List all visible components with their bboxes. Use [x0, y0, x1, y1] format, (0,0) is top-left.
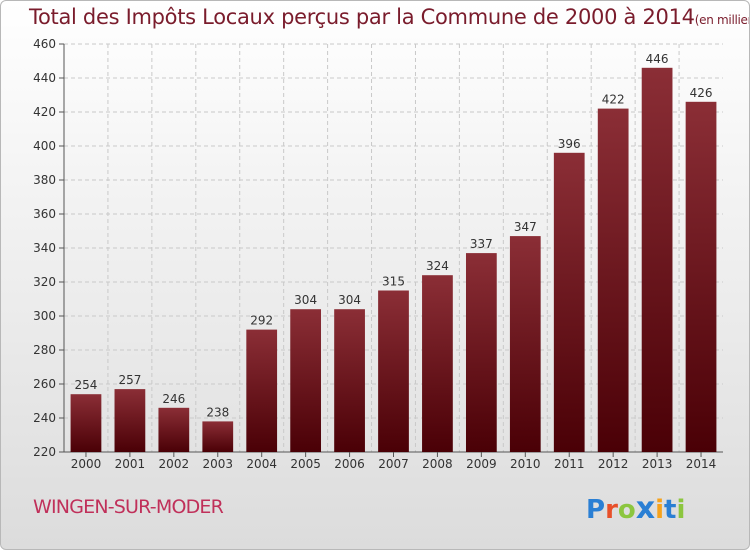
x-tick-label: 2010: [510, 457, 541, 471]
x-tick-label: 2009: [466, 457, 497, 471]
y-tick-labels: 220 240 260 280 300 320 340 360 380 400 420 440 460: [33, 37, 56, 459]
x-tick-label: 2000: [71, 457, 102, 471]
bar-2008: [422, 275, 453, 452]
bar-2004: [246, 329, 278, 452]
x-tick-label: 2011: [554, 457, 585, 471]
x-tick-label: 2003: [202, 457, 233, 471]
x-tick-label: 2007: [378, 457, 409, 471]
bar-2011: [553, 152, 585, 453]
bar-2007: [378, 290, 409, 452]
y-tick-label: 220: [33, 445, 56, 459]
y-tick-label: 380: [33, 173, 56, 187]
data-label: 315: [382, 275, 405, 289]
x-tick-label: 2004: [246, 457, 277, 471]
bar-2009: [465, 253, 497, 452]
data-label: 238: [206, 405, 229, 419]
x-tick-label: 2013: [642, 457, 673, 471]
x-tick-label: 2006: [334, 457, 365, 471]
data-labels: 254 257 246 238 292 304 304 315 324 337 347 396 422 4…: [75, 52, 713, 420]
logo-letter: P: [586, 495, 606, 525]
chart-title: Total des Impôts Locaux perçus par la Co…: [29, 5, 749, 29]
y-tick-label: 400: [33, 139, 56, 153]
y-tick-label: 440: [33, 71, 56, 85]
y-tick-label: 460: [33, 37, 56, 51]
bar-2013: [641, 67, 673, 453]
logo-letter: t: [664, 495, 677, 525]
data-label: 396: [558, 137, 581, 151]
proxiti-logo: Proxiti: [586, 491, 685, 526]
x-tick-label: 2008: [422, 457, 453, 471]
y-tick-label: 280: [33, 343, 56, 357]
y-tick-label: 420: [33, 105, 56, 119]
data-label: 337: [470, 237, 493, 251]
logo-letter: o: [617, 495, 636, 525]
x-tick-label: 2014: [686, 457, 717, 471]
data-label: 324: [426, 259, 449, 273]
data-label: 422: [602, 93, 625, 107]
logo-letter: r: [605, 495, 618, 525]
y-tick-label: 340: [33, 241, 56, 255]
logo-letter: x: [635, 491, 656, 526]
bar-2010: [509, 236, 541, 452]
x-tick-label: 2005: [290, 457, 321, 471]
data-label: 292: [250, 314, 273, 328]
data-label: 446: [646, 52, 669, 66]
bar-2000: [70, 394, 102, 452]
y-tick-label: 320: [33, 275, 56, 289]
y-tick-label: 260: [33, 377, 56, 391]
data-label: 304: [338, 293, 361, 307]
chart-title-unit: (en milliers d'€): [694, 13, 749, 27]
data-label: 246: [162, 392, 185, 406]
commune-name: WINGEN-SUR-MODER: [33, 496, 224, 518]
x-tick-labels: 2000 2001 2002 2003 2004 2005 2006 2007 2008 2009…: [71, 457, 717, 471]
data-label: 254: [75, 378, 98, 392]
bar-2001: [114, 389, 146, 452]
bars: [70, 67, 717, 453]
data-label: 257: [118, 373, 141, 387]
bar-2006: [334, 309, 365, 452]
bar-2014: [685, 101, 717, 453]
logo-letter: i: [655, 495, 665, 525]
bar-2005: [290, 309, 322, 452]
x-tick-label: 2001: [115, 457, 146, 471]
chart-title-text: Total des Impôts Locaux perçus par la Co…: [29, 5, 695, 29]
bar-2003: [202, 421, 234, 452]
data-label: 304: [294, 293, 317, 307]
y-tick-label: 360: [33, 207, 56, 221]
y-tick-label: 300: [33, 309, 56, 323]
x-tick-label: 2012: [598, 457, 629, 471]
logo-letter: i: [676, 495, 686, 525]
bar-2002: [158, 407, 190, 452]
bar-2012: [597, 108, 629, 452]
x-tick-label: 2002: [159, 457, 190, 471]
data-label: 426: [690, 86, 713, 100]
data-label: 347: [514, 220, 537, 234]
y-tick-label: 240: [33, 411, 56, 425]
